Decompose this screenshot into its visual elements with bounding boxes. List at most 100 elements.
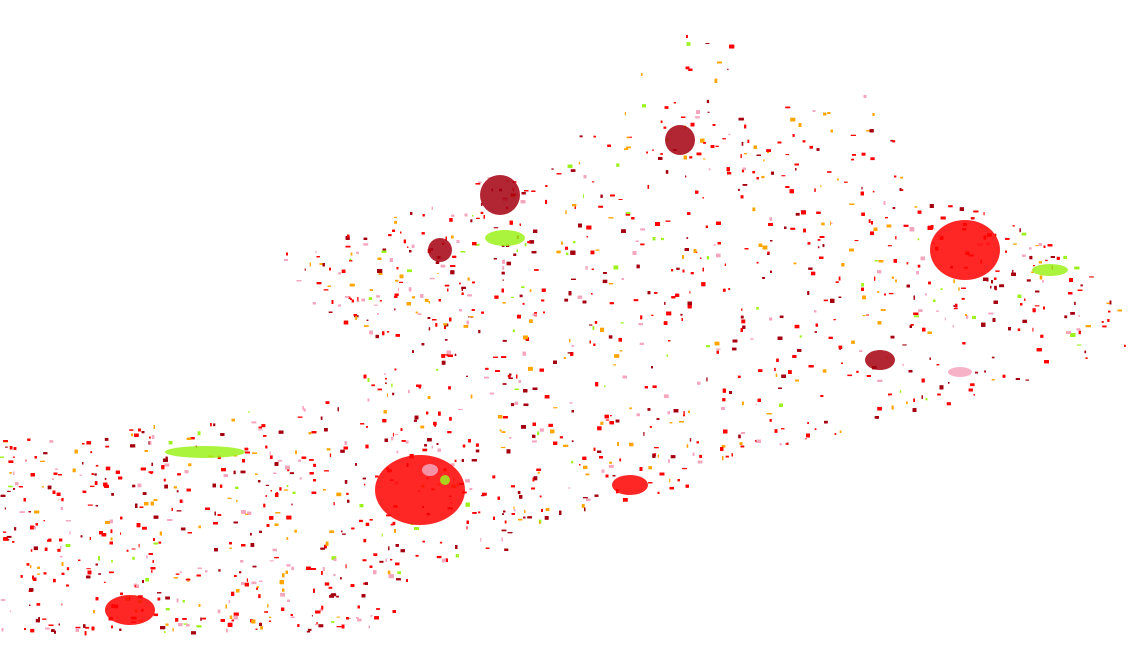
map-cell: [600, 421, 604, 425]
map-cell: [493, 227, 499, 229]
map-cell: [986, 277, 989, 282]
map-cell: [391, 437, 393, 441]
map-cell: [1068, 292, 1073, 295]
map-cell: [351, 299, 354, 303]
map-cell: [533, 476, 538, 481]
map-cell: [422, 540, 425, 543]
map-cell: [877, 379, 883, 382]
map-cell: [565, 246, 568, 250]
map-cell: [469, 488, 473, 491]
map-cell: [927, 331, 932, 334]
map-cell: [319, 608, 324, 612]
map-cell: [424, 444, 427, 447]
map-cell: [724, 263, 726, 266]
map-cell: [534, 269, 539, 271]
map-cell: [153, 613, 158, 617]
map-cell: [740, 315, 744, 319]
map-cell: [756, 261, 759, 264]
map-cell: [723, 429, 728, 434]
map-cell: [744, 248, 749, 250]
map-cell: [524, 510, 526, 513]
map-cell: [609, 302, 614, 305]
map-cell: [461, 292, 464, 295]
map-cell: [854, 240, 859, 242]
map-cell: [0, 456, 4, 458]
map-cell: [716, 350, 719, 354]
map-cell: [28, 511, 31, 513]
map-cell: [417, 313, 422, 315]
map-cell: [917, 264, 921, 268]
map-cell: [182, 618, 187, 620]
map-cell: [852, 154, 856, 156]
map-cell: [841, 362, 843, 364]
map-cell: [902, 344, 907, 346]
map-cell: [507, 532, 513, 534]
map-cell: [35, 523, 38, 526]
map-cell: [150, 501, 154, 506]
map-cell: [955, 303, 958, 308]
map-clusters: [105, 125, 1068, 625]
map-cell: [794, 163, 799, 166]
map-cell: [475, 243, 480, 246]
map-cell: [654, 447, 659, 449]
map-patch: [105, 595, 155, 625]
map-cell: [839, 348, 841, 351]
map-cell: [296, 280, 302, 282]
map-cell: [308, 432, 312, 435]
map-cell: [266, 524, 270, 527]
map-cell: [1042, 280, 1044, 283]
map-cell: [392, 392, 395, 396]
map-cell: [512, 329, 515, 332]
map-cell: [329, 453, 332, 458]
map-cell: [284, 259, 288, 261]
map-cell: [589, 324, 593, 326]
map-cell: [830, 222, 833, 224]
map-cell: [822, 244, 825, 248]
map-cell: [795, 379, 799, 382]
map-cell: [877, 321, 882, 325]
map-cell: [84, 631, 87, 636]
map-cell: [391, 383, 393, 388]
map-cell: [827, 171, 832, 173]
map-cell: [1109, 300, 1112, 305]
map-cell: [289, 472, 295, 475]
map-cell: [584, 507, 586, 512]
map-cell: [531, 190, 536, 192]
map-cell: [129, 429, 134, 431]
map-cell: [240, 470, 246, 474]
map-cell: [640, 315, 643, 320]
map-cell: [992, 318, 996, 322]
map-cell: [583, 465, 588, 469]
map-cell: [150, 567, 156, 570]
map-cell: [982, 277, 987, 281]
map-cell: [525, 337, 529, 341]
map-cell: [386, 331, 390, 333]
map-cell: [583, 497, 588, 499]
map-cell: [571, 410, 574, 413]
map-cell: [53, 578, 56, 583]
map-cell: [331, 300, 334, 304]
map-cell: [340, 577, 342, 580]
map-cell: [306, 631, 311, 633]
map-cell: [958, 287, 960, 291]
map-cell: [861, 283, 864, 287]
map-cell: [105, 466, 111, 471]
map-cell: [438, 299, 441, 302]
map-cell: [721, 444, 726, 448]
map-cell: [66, 584, 69, 587]
map-patch: [165, 446, 245, 458]
map-cell: [1047, 244, 1053, 247]
map-cell: [1084, 350, 1087, 354]
map-cell: [32, 575, 34, 580]
map-cell: [531, 487, 535, 490]
map-cell: [785, 154, 790, 156]
map-cell: [286, 515, 292, 520]
map-cell: [498, 415, 503, 419]
map-cell: [263, 503, 266, 508]
map-cell: [227, 622, 233, 627]
map-cell: [639, 467, 643, 471]
map-cell: [778, 387, 782, 389]
map-cell: [247, 511, 252, 515]
map-cell: [556, 250, 561, 254]
map-cell: [784, 226, 787, 229]
